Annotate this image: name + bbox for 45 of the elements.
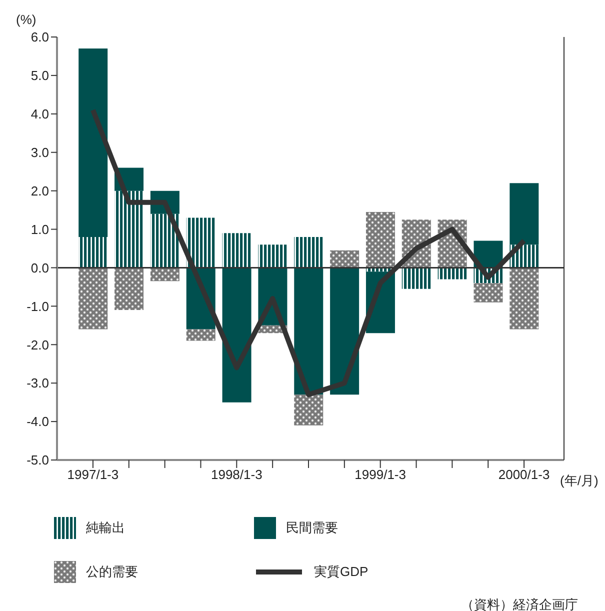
y-tick-label: 0.0 [30, 260, 49, 276]
bar [78, 48, 108, 237]
legend-label: 実質GDP [314, 563, 368, 581]
bar [186, 329, 216, 341]
bar [366, 212, 395, 268]
legend-label: 公的需要 [86, 563, 138, 581]
x-tick-label: 1997/1-3 [67, 467, 119, 482]
y-tick-label: 2.0 [30, 183, 49, 198]
y-tick-label: 3.0 [30, 144, 49, 160]
y-tick-label: -1.0 [26, 298, 49, 314]
y-tick-label: 4.0 [30, 106, 49, 122]
y-tick-label: -2.0 [26, 337, 49, 352]
legend-label: 純輸出 [86, 519, 125, 537]
bar [330, 268, 360, 395]
y-tick-label: 6.0 [30, 30, 49, 45]
bar [330, 250, 360, 268]
bar [114, 268, 144, 310]
bar [78, 236, 108, 268]
bar [510, 268, 539, 330]
y-tick-label: 5.0 [30, 68, 49, 84]
y-tick-label: -4.0 [26, 414, 49, 430]
bar [186, 218, 216, 268]
bar [438, 268, 467, 280]
y-axis-title: (%) [16, 12, 36, 27]
bar [258, 244, 288, 268]
bar [474, 283, 503, 302]
x-axis-title: (年/月) [560, 472, 598, 490]
bar [294, 236, 324, 268]
bar [294, 394, 324, 426]
y-tick-label: 1.0 [30, 222, 49, 237]
legend-label: 民間需要 [286, 519, 338, 537]
bar [114, 190, 144, 268]
y-tick-label: -5.0 [26, 452, 49, 468]
bar [402, 268, 431, 289]
x-tick-label: 1998/1-3 [210, 467, 262, 482]
y-tick-label: -3.0 [26, 376, 49, 391]
bar [222, 233, 252, 268]
text: （資料）経済企画庁 [460, 596, 578, 611]
bar [78, 268, 108, 330]
x-tick-label: 1999/1-3 [354, 467, 406, 482]
bar [294, 268, 324, 395]
bar [222, 268, 252, 402]
bar [150, 268, 180, 282]
bar [510, 183, 539, 245]
x-tick-label: 2000/1-3 [498, 467, 550, 482]
